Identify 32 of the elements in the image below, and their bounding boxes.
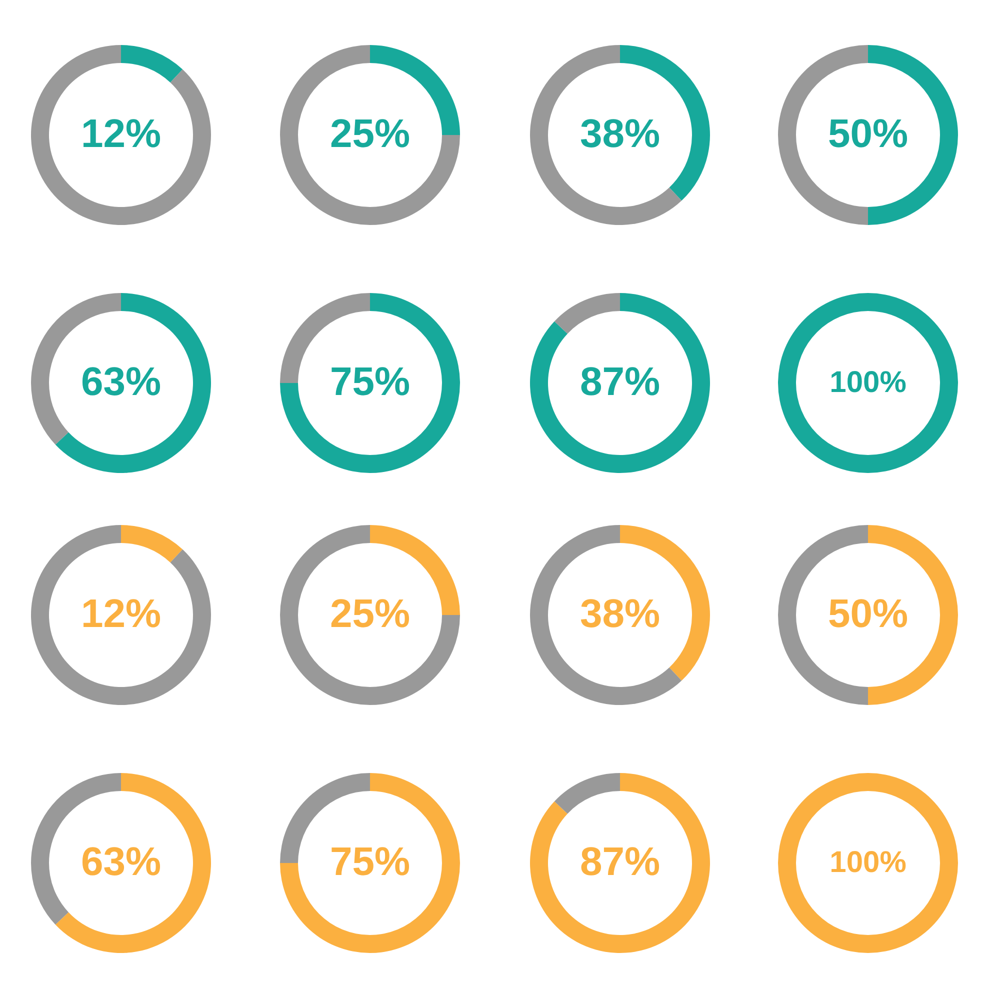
data-label: 25%	[330, 592, 410, 636]
data-label: 87%	[580, 360, 660, 404]
data-label: 63%	[80, 840, 162, 884]
data-label: 87%	[580, 840, 660, 884]
donut-slice	[280, 45, 460, 225]
donut-slice	[530, 45, 682, 225]
data-label: 50%	[828, 112, 908, 156]
data-label: 50%	[828, 592, 908, 636]
donut-slice	[121, 525, 183, 563]
donut-slice	[121, 45, 183, 83]
data-label: 100%	[830, 366, 906, 399]
data-label: 12%	[80, 112, 162, 156]
data-label: 63%	[80, 360, 162, 404]
donut-slice	[530, 293, 710, 473]
donut-slice	[31, 525, 211, 705]
donut-slice	[280, 773, 460, 953]
donut-slice	[55, 773, 211, 953]
donut-slice	[55, 293, 211, 473]
data-label: 12%	[80, 592, 162, 636]
data-label: 75%	[330, 840, 410, 884]
donut-slice	[530, 773, 710, 953]
data-label: 38%	[580, 112, 660, 156]
donut-slice	[530, 525, 682, 705]
data-label: 25%	[330, 112, 410, 156]
donut-slice	[554, 773, 620, 814]
data-label: 75%	[330, 360, 410, 404]
donut-slice	[280, 293, 460, 473]
donut-slice	[31, 45, 211, 225]
donut-slice	[554, 293, 620, 334]
data-label: 100%	[830, 846, 906, 879]
donut-slice	[280, 525, 460, 705]
data-label: 38%	[580, 592, 660, 636]
